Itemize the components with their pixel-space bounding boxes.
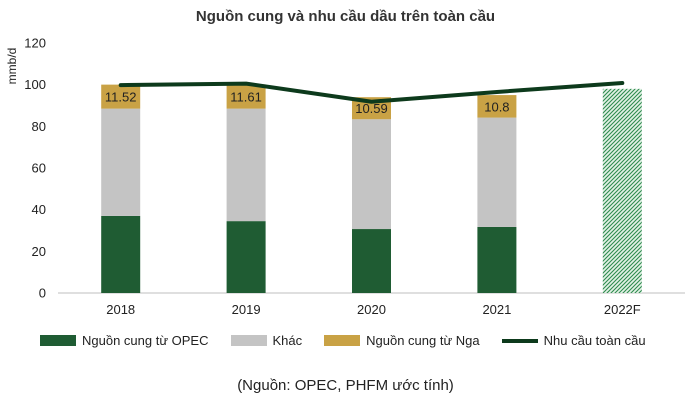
legend-color-swatch xyxy=(324,335,361,346)
data-label: 10.59 xyxy=(355,101,388,116)
legend-color-swatch xyxy=(230,335,267,346)
legend-color-swatch xyxy=(40,335,76,346)
bar-segment xyxy=(226,108,266,222)
x-tick-label: 2018 xyxy=(106,302,135,317)
bar-segment xyxy=(477,117,517,227)
bar-segment xyxy=(101,84,141,109)
y-tick-label: 20 xyxy=(32,244,46,259)
legend-label: Nhu cầu toàn cầu xyxy=(543,333,646,348)
y-axis-label: mmb/d xyxy=(5,48,19,85)
forecast-bar xyxy=(602,88,642,293)
data-label: 11.61 xyxy=(230,90,262,105)
legend-line-swatch xyxy=(501,338,538,343)
y-tick-label: 80 xyxy=(32,119,46,134)
bar-segment xyxy=(477,226,517,293)
legend-label: Nguồn cung từ Nga xyxy=(366,333,480,348)
data-label: 11.52 xyxy=(105,90,137,105)
chart-title: Nguồn cung và nhu cầu dầu trên toàn cầu xyxy=(195,8,496,25)
x-tick-label: 2022F xyxy=(604,302,641,317)
x-tick-label: 2019 xyxy=(232,302,261,317)
x-tick-label: 2021 xyxy=(482,302,511,317)
bar-segment xyxy=(352,229,391,293)
chart-plot: mmb/d 0 20 40 60 80 100 120 11.52 11.61 10.59 10.… xyxy=(5,36,685,317)
y-tick-label: 0 xyxy=(39,286,46,301)
bar-segment xyxy=(101,215,141,293)
y-tick-label: 120 xyxy=(24,36,46,51)
demand-line xyxy=(118,81,625,104)
legend-label: Nguồn cung từ OPEC xyxy=(82,333,209,348)
legend-item: Nguồn cung từ Nga xyxy=(324,333,480,348)
legend-label: Khác xyxy=(272,333,303,348)
y-tick-label: 100 xyxy=(24,77,46,92)
legend-item: Nhu cầu toàn cầu xyxy=(501,333,646,348)
legend-item: Khác xyxy=(230,333,303,348)
bar-segment xyxy=(352,119,391,230)
y-tick-label: 40 xyxy=(32,202,46,217)
bar-segment xyxy=(477,95,517,118)
source-note: (Nguồn: OPEC, PHFM ước tính) xyxy=(237,377,454,394)
y-tick-label: 60 xyxy=(32,161,46,176)
bar-segment xyxy=(101,108,141,216)
bar-segment xyxy=(226,84,266,109)
x-tick-label: 2020 xyxy=(357,302,386,317)
data-label: 10.8 xyxy=(484,99,509,114)
legend-item: Nguồn cung từ OPEC xyxy=(40,333,209,348)
bar-segment xyxy=(226,221,266,293)
legend: Nguồn cung từ OPEC Khác Nguồn cung từ Nga N… xyxy=(40,333,668,348)
